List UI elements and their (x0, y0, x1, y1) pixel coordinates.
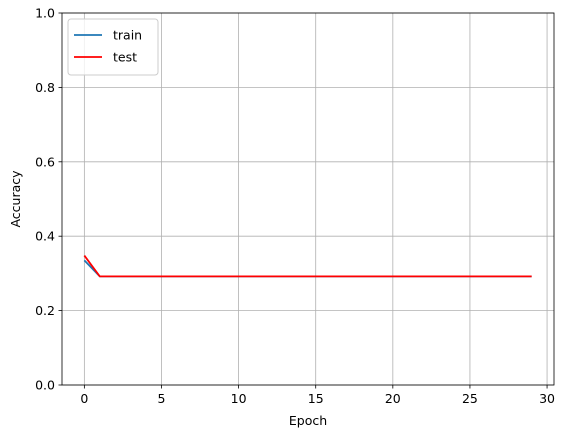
series-line-train (83, 259, 532, 278)
x-tick-label: 30 (539, 391, 555, 406)
y-tick-label: 0.8 (35, 80, 55, 95)
y-tick-label: 0.4 (35, 229, 55, 244)
series-line-test (83, 255, 532, 278)
x-tick-label: 5 (158, 391, 166, 406)
legend-label-train: train (113, 28, 142, 43)
x-tick-label: 10 (231, 391, 247, 406)
tick-labels: 0 5 10 15 20 25 30 0.0 0.2 0.4 0.6 0.8 1.0 (35, 6, 555, 407)
axis-ticks (58, 12, 548, 389)
x-tick-label: 15 (308, 391, 324, 406)
y-tick-label: 0.2 (35, 303, 55, 318)
y-tick-label: 1.0 (35, 6, 55, 21)
legend-label-test: test (113, 50, 137, 65)
x-axis-label: Epoch (289, 413, 327, 428)
legend-box (67, 18, 159, 76)
y-tick-label: 0.6 (35, 154, 55, 169)
y-tick-label: 0.0 (35, 378, 55, 393)
x-tick-label: 0 (80, 391, 88, 406)
y-axis-label: Accuracy (8, 170, 23, 228)
x-tick-label: 25 (462, 391, 478, 406)
x-tick-label: 20 (385, 391, 401, 406)
series-lines (83, 255, 532, 278)
plot-frame (61, 12, 555, 386)
legend: train test (67, 18, 159, 76)
